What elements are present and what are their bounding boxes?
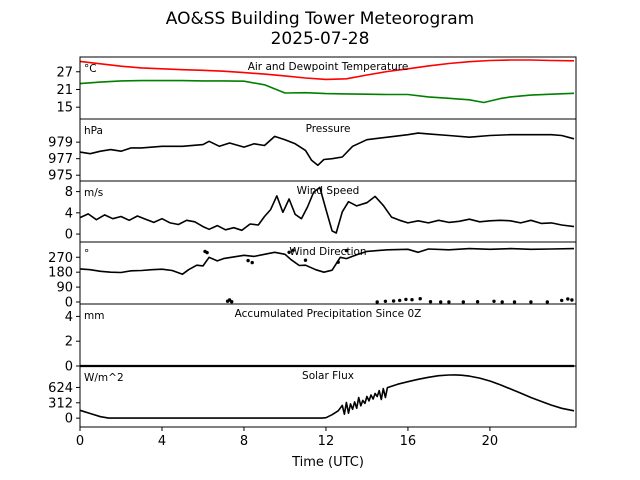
- y-tick-label-temperature-0: 15: [56, 101, 73, 116]
- series-point-wind_direction-23: [475, 300, 480, 304]
- series-point-wind_direction-31: [570, 298, 574, 302]
- series-point-wind_direction-1: [205, 250, 209, 255]
- y-tick-label-pressure-1: 977: [48, 152, 73, 167]
- y-tick-label-pressure-2: 979: [48, 136, 73, 151]
- series-point-wind_direction-19: [428, 300, 433, 304]
- x-tick-label-1: 4: [158, 434, 166, 449]
- series-point-wind_direction-9: [303, 258, 308, 262]
- panel-title-solar_flux: Solar Flux: [302, 370, 354, 382]
- series-point-wind_direction-7: [287, 250, 291, 254]
- panel-title-wind_speed: Wind Speed: [297, 185, 360, 197]
- x-tick-label-5: 20: [482, 434, 499, 449]
- series-point-wind_direction-12: [375, 300, 379, 304]
- series-line-wind_speed-0: [79, 186, 575, 234]
- panel-unit-wind_speed: m/s: [84, 187, 103, 199]
- panel-title-pressure: Pressure: [306, 123, 351, 135]
- series-point-wind_direction-4: [230, 300, 234, 304]
- panel-frame-solar_flux: [79, 365, 577, 428]
- series-line-pressure-0: [79, 132, 575, 167]
- y-tick-label-wind_speed-2: 8: [65, 185, 73, 200]
- series-point-wind_direction-29: [560, 298, 564, 303]
- y-tick-label-wind_direction-3: 270: [48, 251, 73, 266]
- series-point-wind_direction-5: [246, 258, 250, 263]
- y-tick-label-solar_flux-0: 0: [65, 412, 73, 427]
- panel-wind_speed: 0 4 8 Wind Speed m/s: [65, 180, 577, 243]
- panel-unit-temperature: °C: [84, 63, 97, 75]
- y-tick-label-solar_flux-1: 312: [48, 396, 73, 411]
- series-point-wind_direction-27: [529, 300, 533, 304]
- panel-unit-precipitation: mm: [84, 310, 104, 322]
- series-point-wind_direction-15: [398, 298, 402, 303]
- series-point-wind_direction-17: [410, 298, 414, 302]
- series-point-wind_direction-22: [461, 300, 465, 304]
- y-tick-label-pressure-0: 975: [48, 169, 73, 184]
- y-tick-label-wind_direction-0: 0: [65, 296, 73, 311]
- x-tick-label-3: 12: [318, 434, 335, 449]
- series-point-wind_direction-25: [500, 300, 504, 304]
- series-point-wind_direction-14: [391, 299, 396, 303]
- series-line-temperature-1: [79, 79, 575, 104]
- y-tick-label-wind_speed-1: 4: [65, 206, 73, 221]
- series-point-wind_direction-20: [439, 300, 443, 304]
- x-tick-label-4: 16: [400, 434, 417, 449]
- series-point-wind_direction-18: [418, 297, 422, 301]
- y-tick-label-wind_speed-0: 0: [65, 228, 73, 243]
- series-point-wind_direction-13: [383, 299, 388, 303]
- chart-title: AO&SS Building Tower Meteorogram: [166, 9, 474, 29]
- series-point-wind_direction-8: [291, 248, 295, 252]
- y-tick-label-wind_direction-1: 90: [56, 281, 73, 296]
- series-point-wind_direction-30: [566, 297, 570, 301]
- series-point-wind_direction-6: [250, 260, 254, 265]
- panel-unit-pressure: hPa: [84, 125, 103, 137]
- series-point-wind_direction-28: [545, 300, 549, 304]
- series-point-wind_direction-16: [404, 297, 408, 302]
- y-tick-label-precipitation-0: 0: [65, 360, 73, 375]
- panel-precipitation: 0 2 4 Accumulated Precipitation Since 0Z mm: [65, 303, 577, 375]
- panel-title-temperature: Air and Dewpoint Temperature: [248, 61, 409, 73]
- x-axis: 0 4 8 12 16 20: [76, 427, 498, 449]
- chart-date: 2025-07-28: [271, 29, 370, 49]
- y-tick-label-temperature-2: 27: [56, 65, 73, 80]
- y-tick-label-precipitation-1: 2: [65, 335, 73, 350]
- y-tick-label-wind_direction-2: 180: [48, 266, 73, 281]
- series-line-solar_flux-0: [79, 374, 575, 419]
- series-point-wind_direction-24: [492, 299, 496, 303]
- panel-title-wind_direction: Wind Direction: [289, 246, 366, 258]
- y-tick-label-precipitation-2: 4: [65, 310, 73, 325]
- series-point-wind_direction-11: [344, 248, 349, 253]
- series-point-wind_direction-21: [447, 300, 451, 304]
- panel-temperature: 15 21 27 Air and Dewpoint Temperature °C: [56, 56, 577, 120]
- series-point-wind_direction-26: [512, 300, 517, 304]
- series-line-wind_direction-0: [79, 247, 575, 275]
- x-tick-label-2: 8: [240, 434, 248, 449]
- y-tick-label-temperature-1: 21: [56, 83, 73, 98]
- series-point-wind_direction-10: [336, 260, 340, 264]
- y-tick-label-solar_flux-2: 624: [48, 381, 73, 396]
- panel-unit-solar_flux: W/m^2: [84, 372, 124, 384]
- panel-unit-wind_direction: °: [84, 248, 89, 260]
- series-line-temperature-0: [79, 59, 575, 81]
- panel-title-precipitation: Accumulated Precipitation Since 0Z: [235, 308, 422, 320]
- x-tick-label-0: 0: [76, 434, 84, 449]
- x-axis-label: Time (UTC): [291, 455, 364, 470]
